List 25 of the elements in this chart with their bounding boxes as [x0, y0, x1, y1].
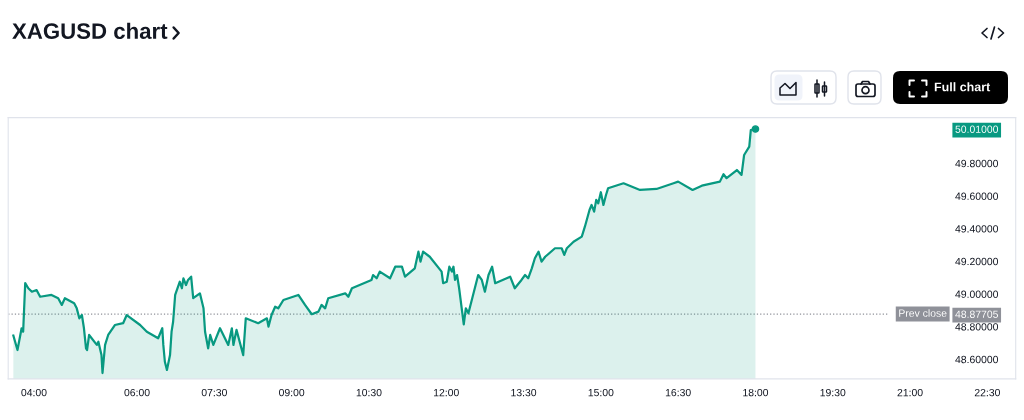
x-tick-label: 21:00 — [897, 388, 923, 397]
y-tick-label: 48.60000 — [955, 355, 999, 364]
y-tick-label: 49.80000 — [955, 159, 999, 168]
x-tick-label: 16:30 — [665, 388, 691, 397]
x-tick-label: 13:30 — [511, 388, 537, 397]
y-tick-label: 49.40000 — [955, 225, 999, 233]
y-tick-label: 50.01000 — [955, 125, 999, 133]
x-tick-label: 04:00 — [21, 388, 47, 397]
chart-title: XAGUSD chart — [12, 22, 168, 39]
x-tick-label: 12:00 — [434, 388, 459, 397]
x-tick-label: 22:30 — [974, 388, 1000, 397]
x-tick-label: 07:30 — [201, 388, 227, 397]
text: Full chart — [934, 82, 991, 92]
y-tick-label: 49.20000 — [955, 257, 999, 266]
y-tick-label: 48.87705 — [955, 310, 999, 318]
y-tick-label: 49.60000 — [955, 192, 999, 200]
x-tick-label: 10:30 — [356, 388, 382, 397]
x-tick-label: 19:30 — [820, 388, 846, 397]
y-tick-label: 49.00000 — [955, 290, 999, 298]
x-tick-label: 18:00 — [743, 388, 769, 397]
x-tick-label: 06:00 — [124, 388, 150, 397]
ref-line-label: Prev close — [899, 309, 947, 317]
x-tick-label: 09:00 — [279, 388, 305, 397]
x-tick-label: 15:00 — [588, 388, 614, 397]
y-tick-label: 48.80000 — [955, 323, 999, 331]
